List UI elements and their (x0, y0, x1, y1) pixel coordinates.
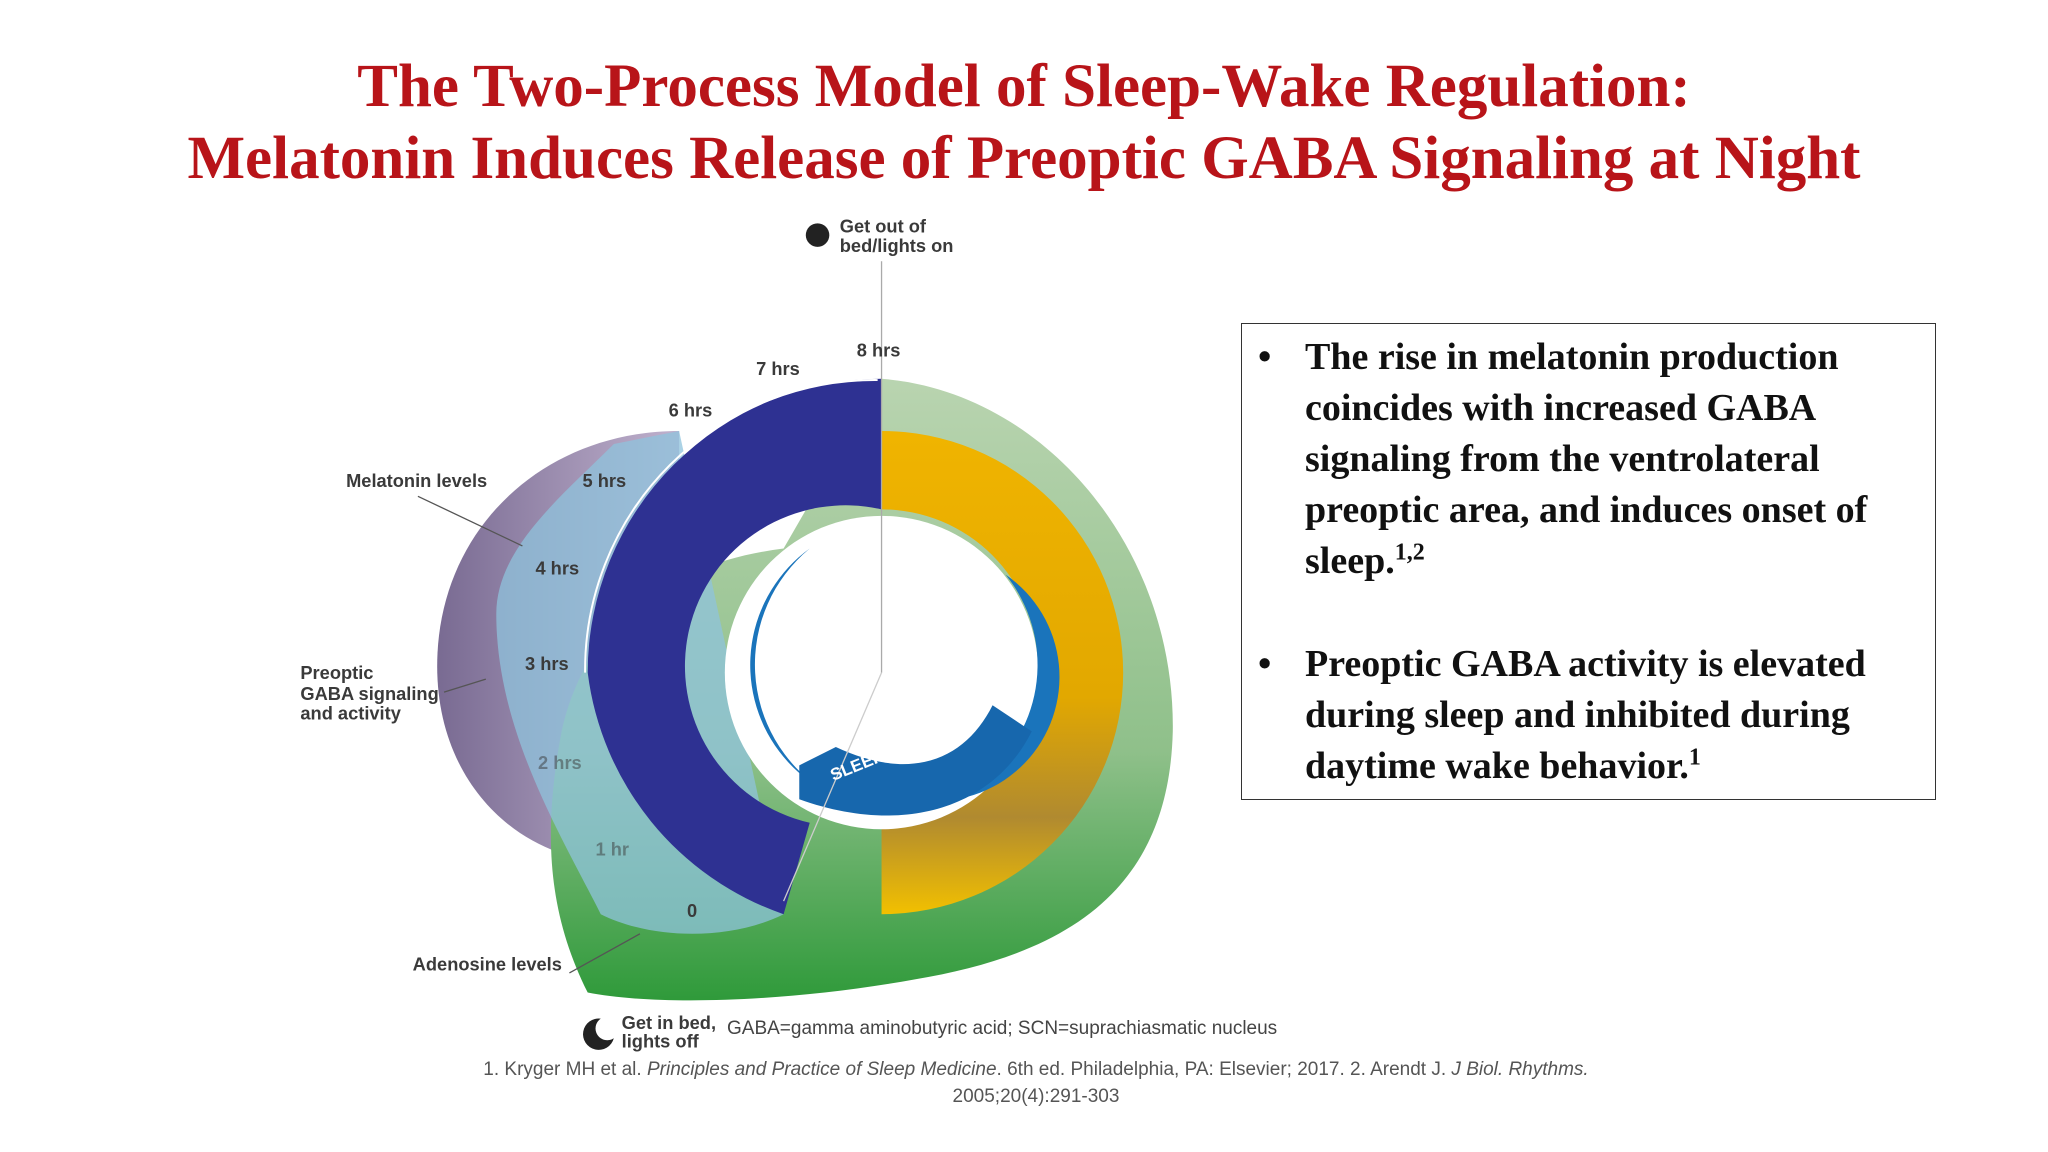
bullet-box: • The rise in melatonin production coinci… (1241, 323, 1936, 800)
reference-line: 1. Kryger MH et al. Principles and Pract… (0, 1056, 2048, 1083)
hour-label: 8 hrs (857, 340, 901, 361)
references: 1. Kryger MH et al. Principles and Pract… (0, 1056, 2048, 1110)
minus-sign: - (765, 569, 773, 595)
gaba-label: and activity (300, 703, 401, 724)
wake-label: Get out of (840, 215, 927, 236)
hour-label: 7 hrs (756, 358, 800, 379)
wake-label: bed/lights on (840, 235, 954, 256)
sleep-label: Get in bed, (622, 1012, 716, 1033)
reference-part: J Biol. Rhythms. (1451, 1059, 1589, 1080)
abbreviations: GABA=gamma aminobutyric acid; SCN=suprac… (727, 1018, 1278, 1039)
bullet-text: The rise in melatonin production coincid… (1305, 336, 1868, 582)
citation: 1 (1688, 744, 1701, 771)
reference-line: 2005;20(4):291-303 (952, 1086, 1120, 1107)
hour-label: 0 (687, 900, 697, 921)
plus-sign: + (995, 689, 1010, 719)
melatonin-label: Melatonin levels (346, 470, 487, 491)
gaba-label: GABA signaling (300, 683, 438, 704)
hour-label: 4 hrs (535, 558, 579, 579)
hour-label: 6 hrs (669, 400, 713, 421)
hour-label: 2 hrs (538, 752, 582, 773)
reference-part: 1. Kryger MH et al. (483, 1059, 647, 1080)
bullet-text: Preoptic GABA activity is elevated durin… (1305, 643, 1866, 787)
title-line: The Two-Process Model of Sleep-Wake Regu… (357, 53, 1691, 120)
hour-label: 5 hrs (582, 470, 626, 491)
citation: 1,2 (1394, 539, 1425, 566)
title-line: Melatonin Induces Release of Preoptic GA… (187, 125, 1861, 192)
reference-part: . 6th ed. Philadelphia, PA: Elsevier; 20… (996, 1059, 1452, 1080)
adenosine-label: Adenosine levels (413, 953, 562, 974)
hour-label: 1 hr (596, 838, 630, 859)
hour-label: 3 hrs (525, 653, 569, 674)
gaba-label: Preoptic (300, 662, 373, 683)
reference-part: Principles and Practice of Sleep Medicin… (646, 1059, 997, 1080)
diagram-labels: Get out of bed/lights on Get in bed, lig… (300, 215, 1010, 1051)
sleep-label: lights off (622, 1030, 700, 1051)
